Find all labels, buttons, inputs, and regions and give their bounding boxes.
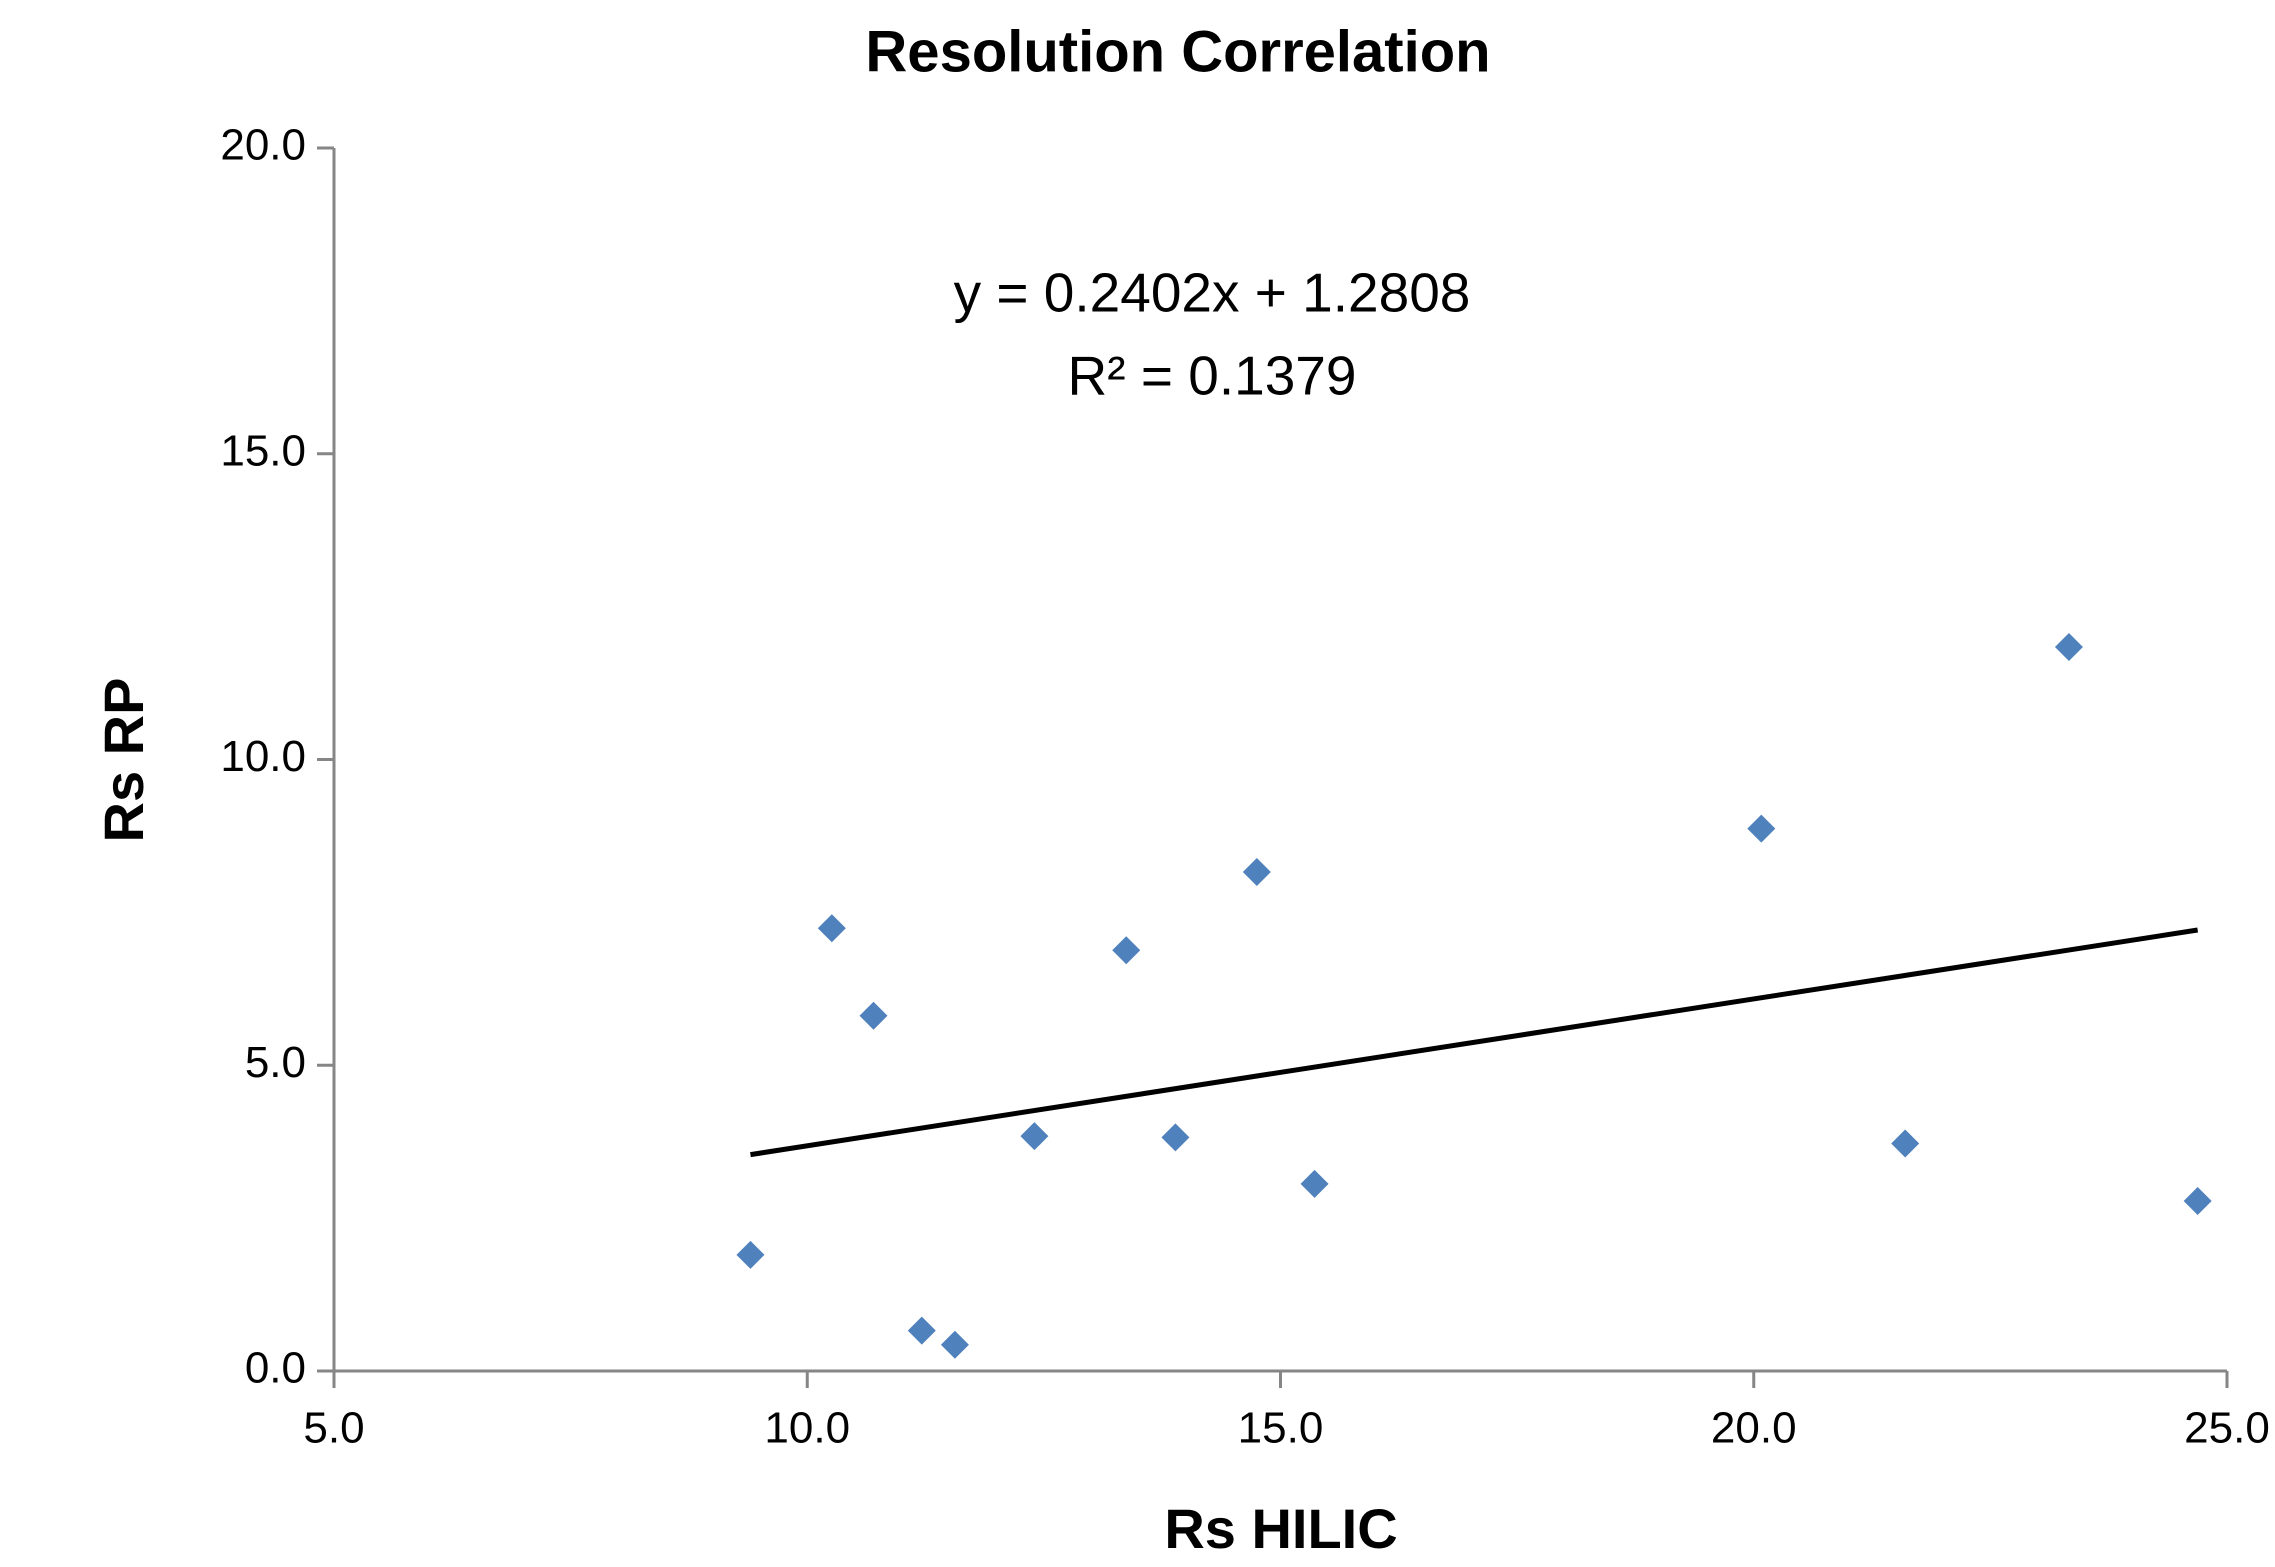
y-tick-label: 10.0: [220, 732, 306, 781]
data-point: [1112, 936, 1141, 965]
data-point: [2183, 1187, 2212, 1216]
data-point: [2054, 632, 2083, 661]
data-point: [940, 1330, 969, 1359]
chart-title: Resolution Correlation: [865, 19, 1490, 84]
data-point: [1161, 1123, 1190, 1152]
y-tick-label: 5.0: [245, 1038, 306, 1087]
x-tick-label: 15.0: [1238, 1404, 1324, 1453]
data-point: [1891, 1129, 1920, 1158]
data-point: [1020, 1122, 1049, 1151]
y-tick-label: 20.0: [220, 121, 306, 170]
y-axis-title: Rs RP: [92, 678, 155, 843]
y-tick-label: 0.0: [245, 1344, 306, 1393]
trendline: [750, 927, 2199, 1158]
data-point: [1747, 814, 1776, 843]
x-tick-label: 25.0: [2184, 1404, 2270, 1453]
data-point: [817, 914, 846, 943]
x-tick-label: 5.0: [303, 1404, 364, 1453]
data-point: [1242, 858, 1271, 887]
data-point: [859, 1001, 888, 1030]
data-point: [907, 1316, 936, 1345]
x-tick-label: 20.0: [1711, 1404, 1797, 1453]
data-point: [736, 1240, 765, 1269]
data-point: [1300, 1169, 1329, 1198]
y-tick-label: 15.0: [220, 426, 306, 475]
r-squared: R² = 0.1379: [1068, 345, 1357, 407]
trendline-equation: y = 0.2402x + 1.2808: [954, 262, 1471, 324]
x-axis-title: Rs HILIC: [1164, 1497, 1397, 1560]
x-tick-label: 10.0: [764, 1404, 850, 1453]
